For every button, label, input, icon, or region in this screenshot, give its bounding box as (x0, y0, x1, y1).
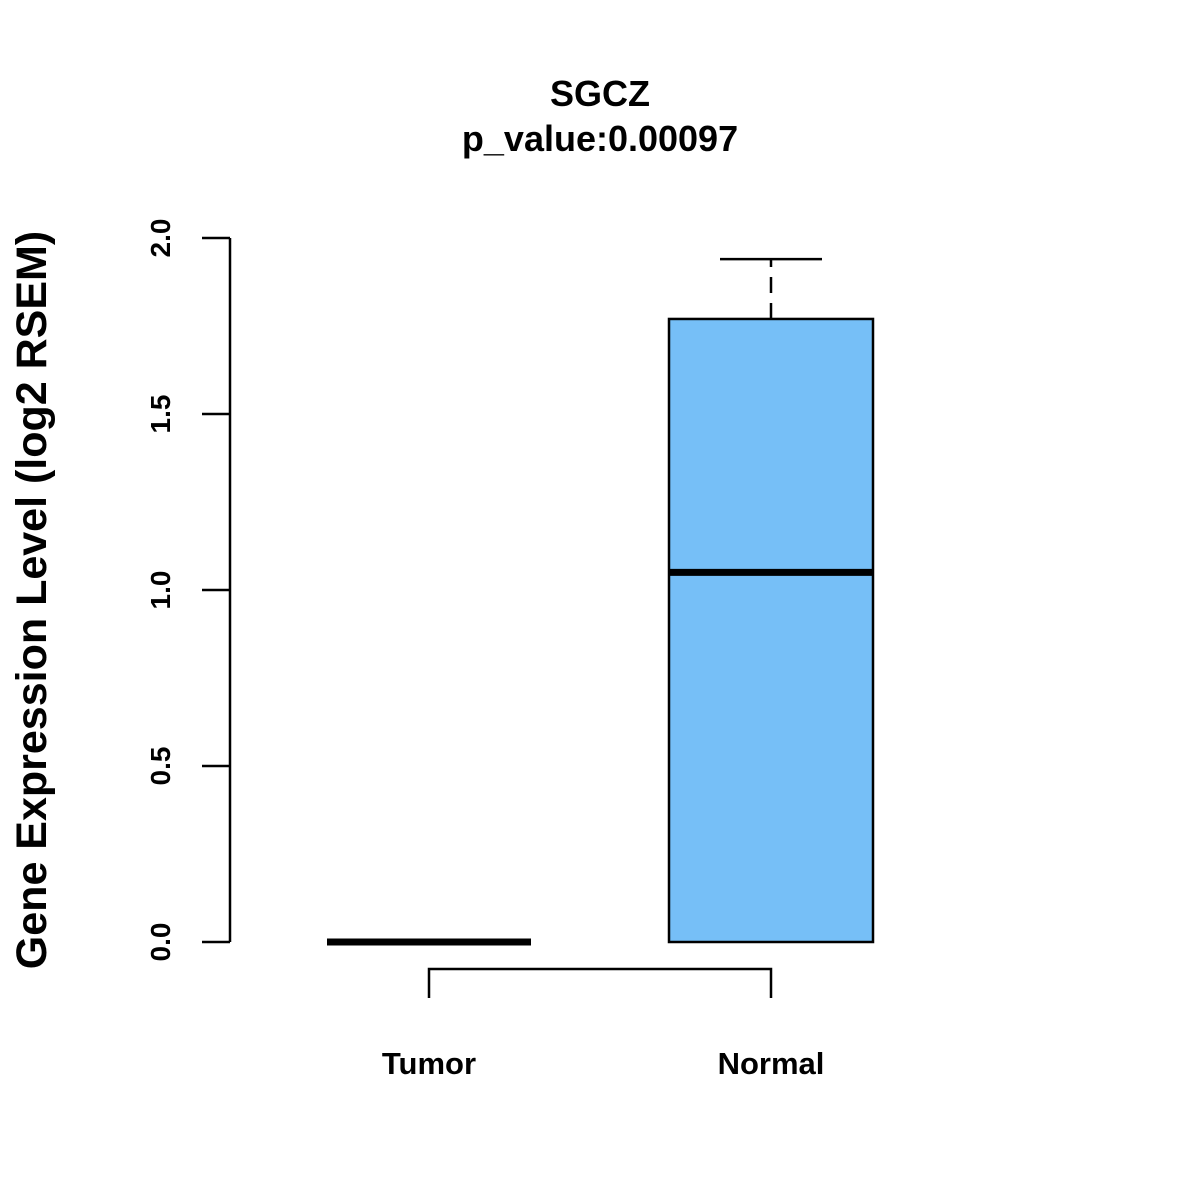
chart-title: SGCZ (550, 73, 650, 114)
category-labels: Tumor Normal (382, 1046, 824, 1081)
y-tick-label: 0.5 (145, 747, 176, 786)
y-tick-label: 0.0 (145, 923, 176, 962)
category-label-tumor: Tumor (382, 1046, 476, 1081)
box-body (667, 317, 875, 944)
box-normal (667, 257, 875, 944)
category-label-normal: Normal (718, 1046, 825, 1081)
y-axis: 0.0 0.5 1.0 1.5 2.0 (145, 219, 232, 962)
bracket-line (427, 967, 773, 998)
chart-subtitle: p_value:0.00097 (462, 118, 738, 159)
y-tick-label: 2.0 (145, 219, 176, 258)
comparison-bracket (427, 967, 773, 998)
y-tick-label: 1.0 (145, 571, 176, 610)
boxes-group (327, 257, 875, 946)
y-tick-label: 1.5 (145, 395, 176, 434)
y-axis-label: Gene Expression Level (log2 RSEM) (8, 231, 56, 969)
